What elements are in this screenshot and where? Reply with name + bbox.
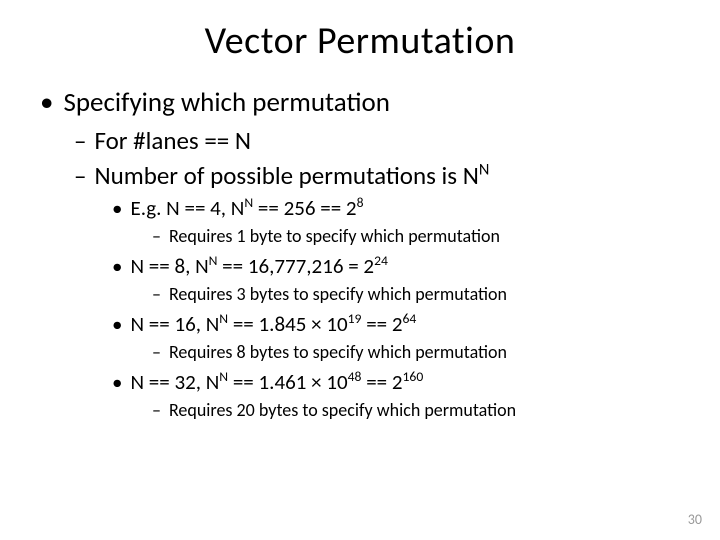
bullet-dot: •	[112, 195, 122, 221]
text-part: == 1.461 × 10	[228, 369, 348, 395]
l3-text: N == 16, NN == 1.845 × 1019 == 264	[130, 311, 416, 337]
l3-text: N == 8, NN == 16,777,216 = 224	[130, 253, 387, 279]
slide-title: Vector Permutation	[40, 18, 680, 64]
dash-bullet: –	[152, 341, 161, 363]
page-number: 30	[688, 511, 702, 528]
l3-text: N == 32, NN == 1.461 × 1048 == 2160	[130, 369, 423, 395]
bullet-level4: – Requires 20 bytes to specify which per…	[152, 399, 680, 421]
l3-text: E.g. N == 4, NN == 256 == 28	[130, 195, 363, 221]
bullet-dot: •	[112, 369, 122, 395]
bullet-dot: •	[40, 86, 53, 119]
superscript: 64	[403, 310, 417, 327]
l4-text: Requires 8 bytes to specify which permut…	[169, 341, 507, 363]
text-part: == 256 == 2	[253, 195, 356, 221]
text-part: == 16,777,216 = 2	[217, 253, 374, 279]
dash-bullet: –	[152, 283, 161, 305]
slide-content: Vector Permutation • Specifying which pe…	[0, 0, 720, 421]
superscript: N	[244, 194, 253, 211]
text-part: Number of possible permutations is N	[94, 160, 478, 191]
text-part: == 1.845 × 10	[228, 311, 348, 337]
text-part: == 2	[361, 311, 402, 337]
bullet-level3: • N == 16, NN == 1.845 × 1019 == 264	[112, 311, 680, 337]
l4-text: Requires 3 bytes to specify which permut…	[169, 283, 507, 305]
l2-text: Number of possible permutations is NN	[94, 160, 489, 191]
dash-bullet: –	[152, 399, 161, 421]
text-part: N == 16, N	[130, 311, 219, 337]
l1-text: Specifying which permutation	[63, 86, 389, 119]
bullet-level1: • Specifying which permutation	[40, 86, 680, 119]
l2-text: For #lanes == N	[94, 125, 251, 156]
bullet-level4: – Requires 8 bytes to specify which perm…	[152, 341, 680, 363]
superscript: 48	[348, 368, 362, 385]
superscript: N	[479, 161, 490, 180]
bullet-level2: – For #lanes == N	[74, 125, 680, 156]
bullet-level4: – Requires 1 byte to specify which permu…	[152, 225, 680, 247]
text-part: E.g. N == 4, N	[130, 195, 244, 221]
superscript: N	[219, 310, 228, 327]
superscript: 160	[403, 368, 424, 385]
text-part: == 2	[361, 369, 402, 395]
text-part: N == 8, N	[130, 253, 208, 279]
l4-text: Requires 20 bytes to specify which permu…	[169, 399, 516, 421]
dash-bullet: –	[74, 125, 86, 156]
dash-bullet: –	[152, 225, 161, 247]
superscript: 24	[374, 252, 388, 269]
bullet-level3: • E.g. N == 4, NN == 256 == 28	[112, 195, 680, 221]
superscript: N	[219, 368, 228, 385]
bullet-dot: •	[112, 311, 122, 337]
bullet-level3: • N == 32, NN == 1.461 × 1048 == 2160	[112, 369, 680, 395]
bullet-level4: – Requires 3 bytes to specify which perm…	[152, 283, 680, 305]
superscript: 8	[357, 194, 364, 211]
superscript: 19	[348, 310, 362, 327]
bullet-dot: •	[112, 253, 122, 279]
bullet-level3: • N == 8, NN == 16,777,216 = 224	[112, 253, 680, 279]
bullet-level2: – Number of possible permutations is NN	[74, 160, 680, 191]
l4-text: Requires 1 byte to specify which permuta…	[169, 225, 500, 247]
dash-bullet: –	[74, 160, 86, 191]
text-part: N == 32, N	[130, 369, 219, 395]
